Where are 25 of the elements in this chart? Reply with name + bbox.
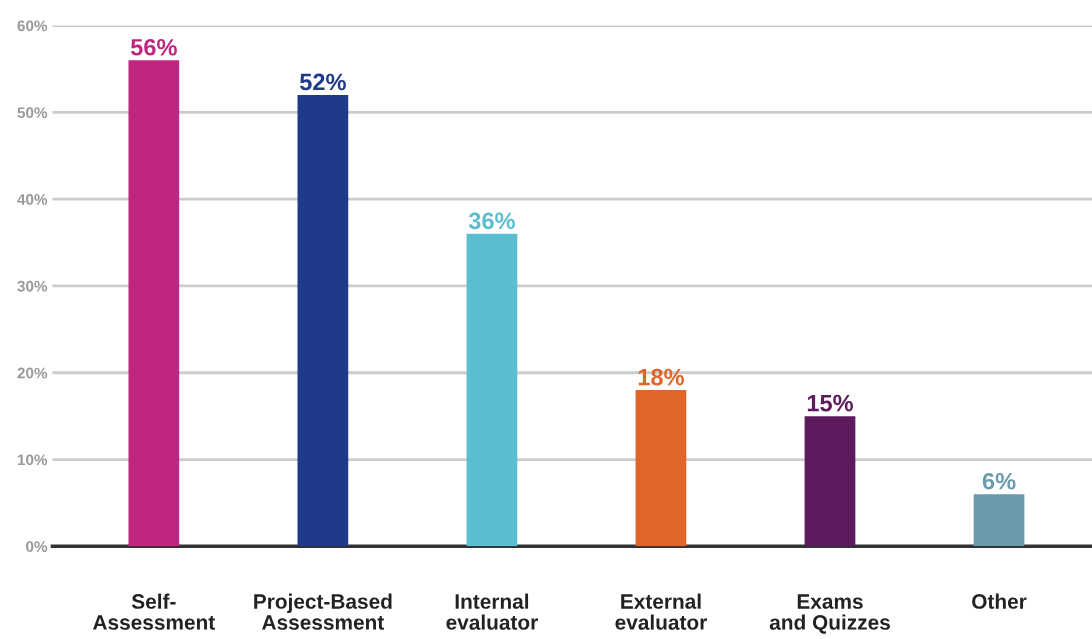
- data-label: 15%: [807, 394, 853, 412]
- y-tick-label: 30%: [17, 280, 48, 292]
- x-tick-label: Internal evaluator: [446, 593, 538, 630]
- y-tick-label: 0%: [26, 541, 48, 553]
- bar: [128, 60, 180, 547]
- data-label: 18%: [638, 368, 684, 386]
- y-tick-label: 10%: [17, 454, 48, 466]
- data-label: 36%: [468, 212, 515, 230]
- data-label: 6%: [982, 472, 1016, 490]
- bar: [466, 233, 518, 547]
- bar: [635, 390, 687, 547]
- data-label: 56%: [130, 38, 177, 56]
- bar: [297, 95, 349, 547]
- x-tick-label: Project-Based Assessment: [254, 593, 392, 630]
- y-tick-label: 40%: [17, 194, 48, 205]
- y-tick-label: 60%: [17, 20, 48, 32]
- bar: [973, 494, 1025, 547]
- bar: [804, 416, 856, 547]
- y-tick-label: 50%: [17, 107, 48, 119]
- x-tick-label: External evaluator: [615, 593, 707, 630]
- x-tick-label: Exams and Quizzes: [769, 594, 890, 634]
- x-tick-label: Other: [972, 593, 1027, 609]
- x-tick-label: Self- Assessment: [92, 593, 215, 630]
- y-tick-label: 20%: [17, 367, 48, 379]
- data-label: 52%: [299, 73, 346, 91]
